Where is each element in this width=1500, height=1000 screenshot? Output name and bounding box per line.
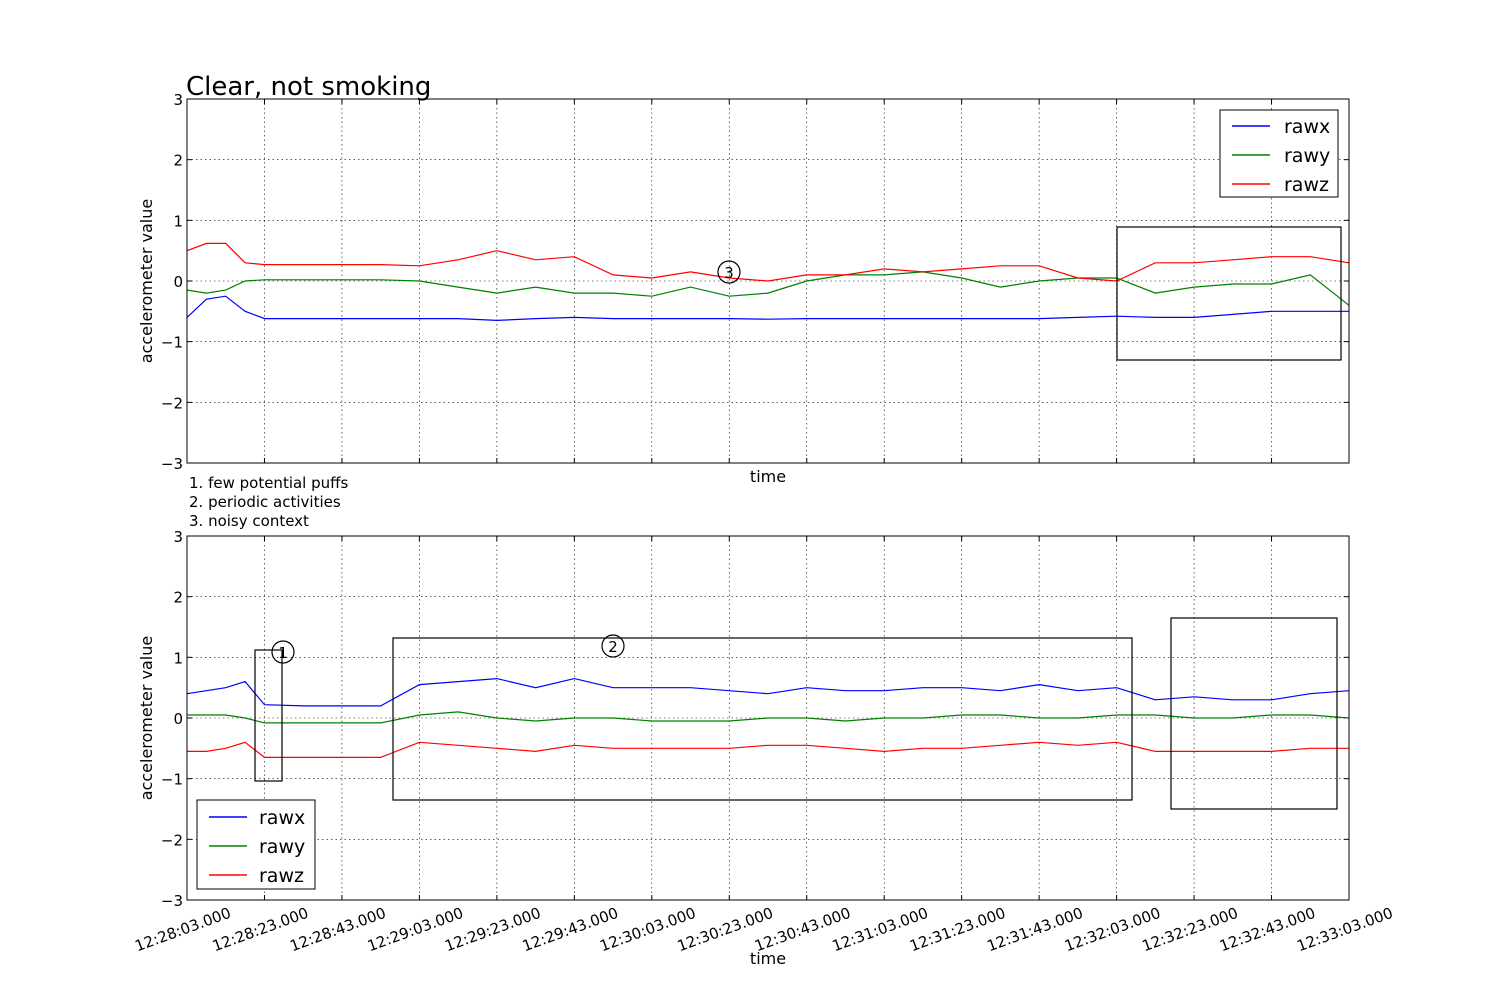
top-x-axis-label: time [750,467,786,486]
y-tick-label: 3 [173,91,183,109]
series-line-rawx [186,295,1349,322]
annotation-3: 3 [717,260,741,284]
annotation-3-label: 3 [724,264,734,282]
y-tick-label: −1 [161,771,183,789]
y-tick-label: 0 [173,710,183,728]
y-tick-label: 2 [173,152,183,170]
y-tick-label: −1 [161,334,183,352]
bottom-x-axis: 12:28:03.00012:28:23.00012:28:43.00012:2… [133,904,1396,955]
top-grid [186,98,1350,464]
bottom-y-axis-label: accelerometer value [137,636,156,800]
note-1: 1. few potential puffs [189,474,348,492]
top-legend-box [1219,109,1339,198]
annotation-1-circle [271,640,295,664]
bottom-y-axis: 3 2 1 0 −1 −2 −3 [161,528,183,910]
series-line-rawy [186,271,1350,306]
top-legend: rawx rawy rawz [1219,109,1339,198]
top-y-axis-label: accelerometer value [137,199,156,363]
periodic-activities-box [392,637,1133,801]
top-legend-rawx: rawx [1284,116,1330,138]
top-legend-rawz: rawz [1284,174,1329,196]
annotation-2: 2 [601,634,625,658]
annotation-2-label: 2 [608,638,618,656]
bottom-plot-frame [186,535,1350,901]
y-tick-label: −2 [161,831,183,849]
bottom-legend-box [196,799,316,890]
annotation-2-circle [601,634,625,658]
series-line-rawx [186,677,1350,707]
y-tick-label: −2 [161,394,183,412]
bottom-legend-rawy: rawy [259,836,305,858]
annotation-1-label: 1 [278,644,288,662]
notes: 1. few potential puffs 2. periodic activ… [189,474,348,530]
y-tick-label: 1 [173,649,183,667]
series-line-rawy [187,711,1350,724]
noisy-context-box [1116,226,1342,361]
annotation-3-circle [717,260,741,284]
bottom-legend-rawz: rawz [259,865,304,887]
note-3: 3. noisy context [189,512,309,530]
top-y-axis: 3 2 1 0 −1 −2 −3 [161,91,183,473]
y-tick-label: 1 [173,212,183,230]
top-chart: 3 2 1 0 −1 −2 −3 time accelerometer value 3 ra… [137,91,1350,486]
note-2: 2. periodic activities [189,493,341,511]
series-line-rawz [186,242,1350,282]
bottom-chart: 3 2 1 0 −1 −2 −3 12:28:03.00012:28:23.00012:28… [133,528,1396,968]
bottom-x-axis-label: time [750,949,786,968]
y-tick-label: −3 [161,892,183,910]
top-legend-rawy: rawy [1284,145,1330,167]
noisy-end-box [1170,617,1338,810]
figure-title: Clear, not smoking [186,72,431,102]
top-series [186,242,1350,322]
annotation-1: 1 [271,640,295,664]
y-tick-label: −3 [161,455,183,473]
bottom-legend: rawx rawy rawz [196,799,316,890]
potential-puffs-box [254,649,283,782]
y-tick-label: 2 [173,589,183,607]
series-line-rawz [187,741,1349,759]
bottom-series [186,677,1350,759]
top-plot-frame [186,98,1350,464]
y-tick-label: 0 [173,273,183,291]
y-tick-label: 3 [173,528,183,546]
bottom-legend-rawx: rawx [259,807,305,829]
